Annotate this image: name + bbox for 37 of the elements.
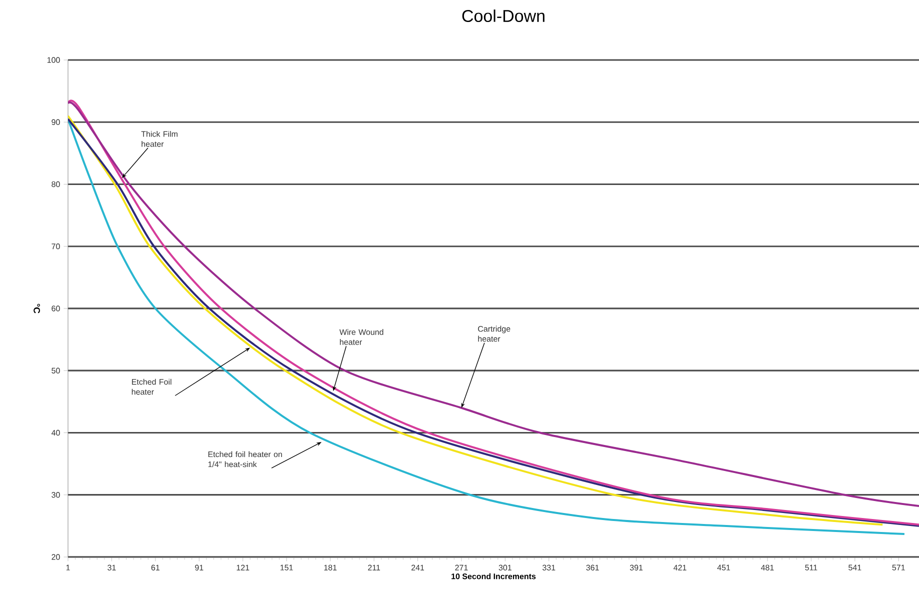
y-tick-label: 40 (51, 430, 60, 436)
y-tick-label: 90 (52, 119, 60, 125)
chart-title: Cool-Down (462, 10, 544, 22)
x-tick-label: 481 (760, 564, 774, 570)
x-tick-label: 451 (717, 564, 730, 570)
y-tick-label: 20 (52, 554, 60, 560)
x-tick-label: 241 (411, 564, 424, 570)
x-tick-label: 271 (455, 564, 468, 570)
y-tick-label: 50 (52, 368, 60, 374)
y-axis-title: °C (34, 304, 40, 314)
annotation: Etched Foil heater (132, 378, 172, 395)
x-tick-label: 181 (324, 564, 337, 570)
x-tick-label: 301 (498, 564, 512, 570)
x-tick-label: 571 (892, 564, 905, 570)
annotation: Thick Film heater (141, 130, 178, 147)
x-tick-label: 511 (805, 564, 818, 570)
y-tick-label: 60 (52, 306, 60, 312)
x-tick-label: 391 (630, 564, 643, 570)
annotation: Cartridge heater (478, 326, 510, 342)
y-tick-label: 30 (52, 492, 60, 498)
annotation: Etched foil heater on 1/4" heat-sink (208, 451, 282, 468)
x-tick-label: 151 (280, 564, 293, 570)
x-axis-title: 10 Second Increments (452, 573, 536, 580)
x-tick-label: 1 (66, 564, 70, 570)
x-tick-label: 121 (236, 564, 250, 570)
x-tick-label: 61 (151, 564, 160, 570)
y-tick-label: 80 (52, 181, 60, 188)
y-tick-label: 100 (47, 57, 60, 63)
x-tick-label: 91 (195, 564, 204, 570)
annotation: Wire Wound heater (339, 329, 384, 345)
x-tick-label: 541 (848, 564, 862, 570)
y-tick-label: 70 (52, 244, 60, 250)
x-tick-label: 31 (108, 564, 116, 570)
x-tick-label: 421 (674, 564, 686, 570)
x-tick-label: 211 (368, 564, 380, 570)
x-tick-label: 361 (586, 564, 599, 570)
x-tick-label: 331 (542, 564, 556, 570)
